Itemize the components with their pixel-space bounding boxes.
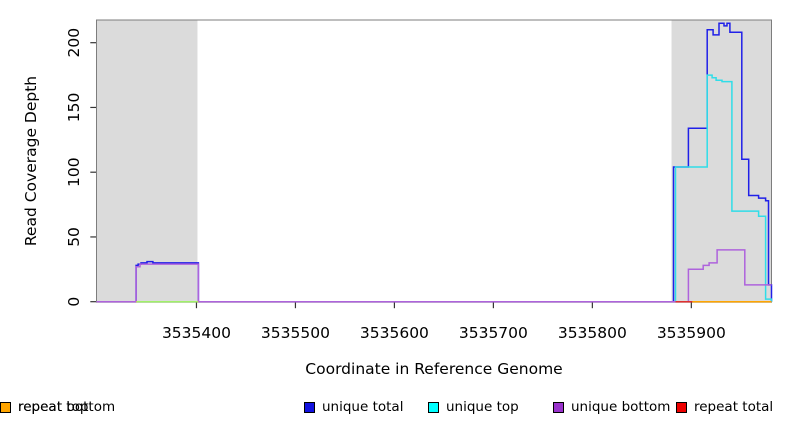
x-tick-label: 3535500 xyxy=(261,324,330,342)
legend-item-repeat-bottom: repeat bottom xyxy=(0,399,116,415)
legend-label: unique bottom xyxy=(571,399,671,415)
y-tick-label: 50 xyxy=(65,227,83,247)
x-tick-label: 3535900 xyxy=(657,324,726,342)
legend-label: unique total xyxy=(322,399,404,415)
series-unique-bottom xyxy=(96,249,772,303)
legend-swatch-repeat-bottom xyxy=(0,401,11,413)
legend-label: repeat top xyxy=(18,399,89,415)
x-tick-label: 3535800 xyxy=(558,324,627,342)
x-axis-title: Coordinate in Reference Genome xyxy=(305,360,563,378)
plot-frame xyxy=(96,19,772,303)
legend-label: repeat total xyxy=(694,399,774,415)
y-tick-label: 150 xyxy=(65,93,83,123)
left-masked-region xyxy=(96,20,198,303)
legend-swatch-unique-total xyxy=(304,401,315,413)
x-tick-label: 3535600 xyxy=(360,324,429,342)
y-tick-label: 200 xyxy=(65,28,83,58)
y-axis-title: Read Coverage Depth xyxy=(22,75,40,247)
legend-swatch-repeat-total xyxy=(676,401,687,413)
legend-item-unique-top: unique top xyxy=(428,399,519,415)
legend-item-unique-bottom: unique bottom xyxy=(553,399,671,415)
legend-swatch-unique-bottom xyxy=(553,401,564,413)
series-unique-top xyxy=(96,74,773,303)
legend-label: unique top xyxy=(446,399,519,415)
legend-item-repeat-total: repeat total xyxy=(676,399,774,415)
legend-label: repeat bottom xyxy=(18,399,116,415)
y-tick-label: 0 xyxy=(65,297,83,307)
y-tick-label: 100 xyxy=(65,157,83,187)
series-unique-total xyxy=(96,22,773,303)
legend-swatch-unique-top xyxy=(428,401,439,413)
legend-item-unique-total: unique total xyxy=(304,399,404,415)
right-masked-region xyxy=(671,20,772,303)
x-tick-label: 3535400 xyxy=(162,324,231,342)
x-tick-label: 3535700 xyxy=(459,324,528,342)
